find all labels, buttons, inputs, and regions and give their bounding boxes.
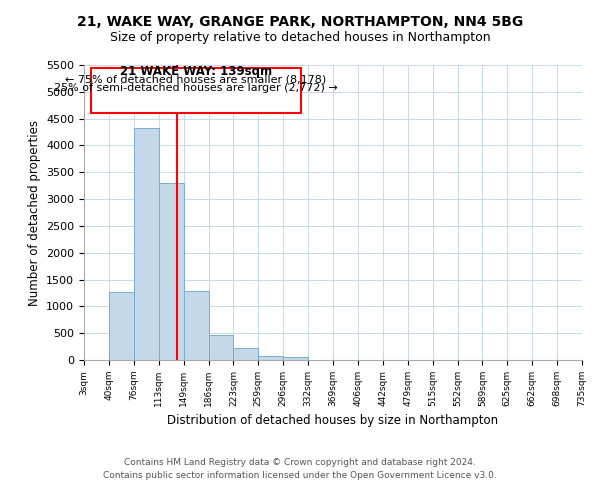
Bar — [159, 183, 184, 360]
Bar — [109, 292, 134, 360]
Bar — [184, 291, 209, 360]
Bar — [209, 335, 233, 360]
Bar — [259, 356, 283, 360]
Text: Contains public sector information licensed under the Open Government Licence v3: Contains public sector information licen… — [103, 472, 497, 480]
Bar — [283, 357, 308, 360]
Text: 21 WAKE WAY: 139sqm: 21 WAKE WAY: 139sqm — [120, 66, 272, 78]
Y-axis label: Number of detached properties: Number of detached properties — [28, 120, 41, 306]
X-axis label: Distribution of detached houses by size in Northampton: Distribution of detached houses by size … — [167, 414, 499, 428]
FancyBboxPatch shape — [91, 68, 301, 114]
Text: 25% of semi-detached houses are larger (2,772) →: 25% of semi-detached houses are larger (… — [54, 83, 338, 93]
Text: Contains HM Land Registry data © Crown copyright and database right 2024.: Contains HM Land Registry data © Crown c… — [124, 458, 476, 467]
Text: 21, WAKE WAY, GRANGE PARK, NORTHAMPTON, NN4 5BG: 21, WAKE WAY, GRANGE PARK, NORTHAMPTON, … — [77, 16, 523, 30]
Bar — [233, 348, 259, 360]
Text: ← 75% of detached houses are smaller (8,178): ← 75% of detached houses are smaller (8,… — [65, 75, 326, 85]
Text: Size of property relative to detached houses in Northampton: Size of property relative to detached ho… — [110, 31, 490, 44]
Bar — [134, 128, 159, 360]
